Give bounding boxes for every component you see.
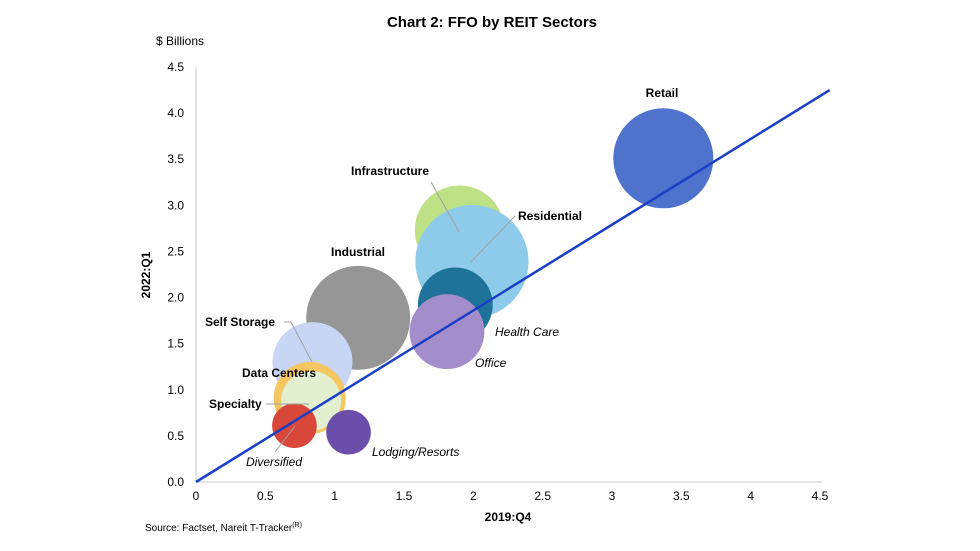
y-tick-label: 1.5: [167, 337, 184, 351]
x-tick-label: 0.5: [257, 489, 274, 503]
bubble-label: Industrial: [331, 245, 385, 259]
leader-line: [430, 181, 460, 233]
x-axis-label: 2019:Q4: [485, 510, 532, 524]
chart-title: Chart 2: FFO by REIT Sectors: [387, 14, 597, 31]
x-tick-label: 4: [747, 489, 754, 503]
bubble-retail: [613, 108, 714, 209]
y-tick-labels: 0.0 0.5 1.0 1.5 2.0 2.5 3.0 3.5 4.0 4.5: [167, 60, 184, 489]
leader-line: [284, 321, 313, 363]
bubble-label: Diversified: [246, 455, 302, 469]
x-tick-label: 4.5: [812, 489, 829, 503]
bubble-label: Data Centers: [242, 366, 316, 380]
leader-line: [470, 215, 516, 263]
y-tick-label: 2.0: [167, 291, 184, 305]
bubble-label: Lodging/Resorts: [372, 445, 459, 459]
y-tick-label: 0.5: [167, 429, 184, 443]
bubble-label: Health Care: [495, 325, 559, 339]
x-tick-label: 2: [470, 489, 477, 503]
bubble-label: Residential: [518, 209, 582, 223]
y-tick-label: 3.5: [167, 152, 184, 166]
y-tick-label: 1.0: [167, 383, 184, 397]
bubble-label: Office: [475, 356, 507, 370]
y-tick-label: 4.5: [167, 60, 184, 74]
y-tick-label: 2.5: [167, 244, 184, 258]
bubble-labels: Retail Industrial Infrastructure Residentia…: [205, 86, 678, 469]
source-superscript: (R): [292, 522, 302, 529]
x-tick-labels: 0 0.5 1 1.5 2 2.5 3 3.5 4 4.5: [193, 489, 829, 503]
x-tick-label: 1: [331, 489, 338, 503]
y-tick-label: 0.0: [167, 475, 184, 489]
source-text: Source: Factset, Nareit T-Tracker: [145, 523, 293, 534]
y-tick-label: 4.0: [167, 106, 184, 120]
unit-label: $ Billions: [156, 34, 204, 48]
x-tick-label: 2.5: [534, 489, 551, 503]
bubbles-layer: [272, 108, 714, 455]
source-note: Source: Factset, Nareit T-Tracker(R): [145, 522, 302, 534]
reference-line: [195, 88, 831, 484]
bubble-label: Retail: [646, 86, 679, 100]
x-tick-label: 1.5: [396, 489, 413, 503]
y-tick-label: 3.0: [167, 198, 184, 212]
y-axis-label: 2022:Q1: [139, 251, 153, 298]
x-tick-label: 3: [609, 489, 616, 503]
bubble-lodging-resorts: [326, 409, 371, 455]
x-tick-label: 3.5: [673, 489, 690, 503]
x-tick-label: 0: [193, 489, 200, 503]
bubble-label: Infrastructure: [351, 164, 429, 178]
bubble-label: Self Storage: [205, 315, 275, 329]
bubble-office: [409, 294, 485, 370]
bubble-label: Specialty: [209, 397, 262, 411]
leader-line: [274, 425, 296, 453]
